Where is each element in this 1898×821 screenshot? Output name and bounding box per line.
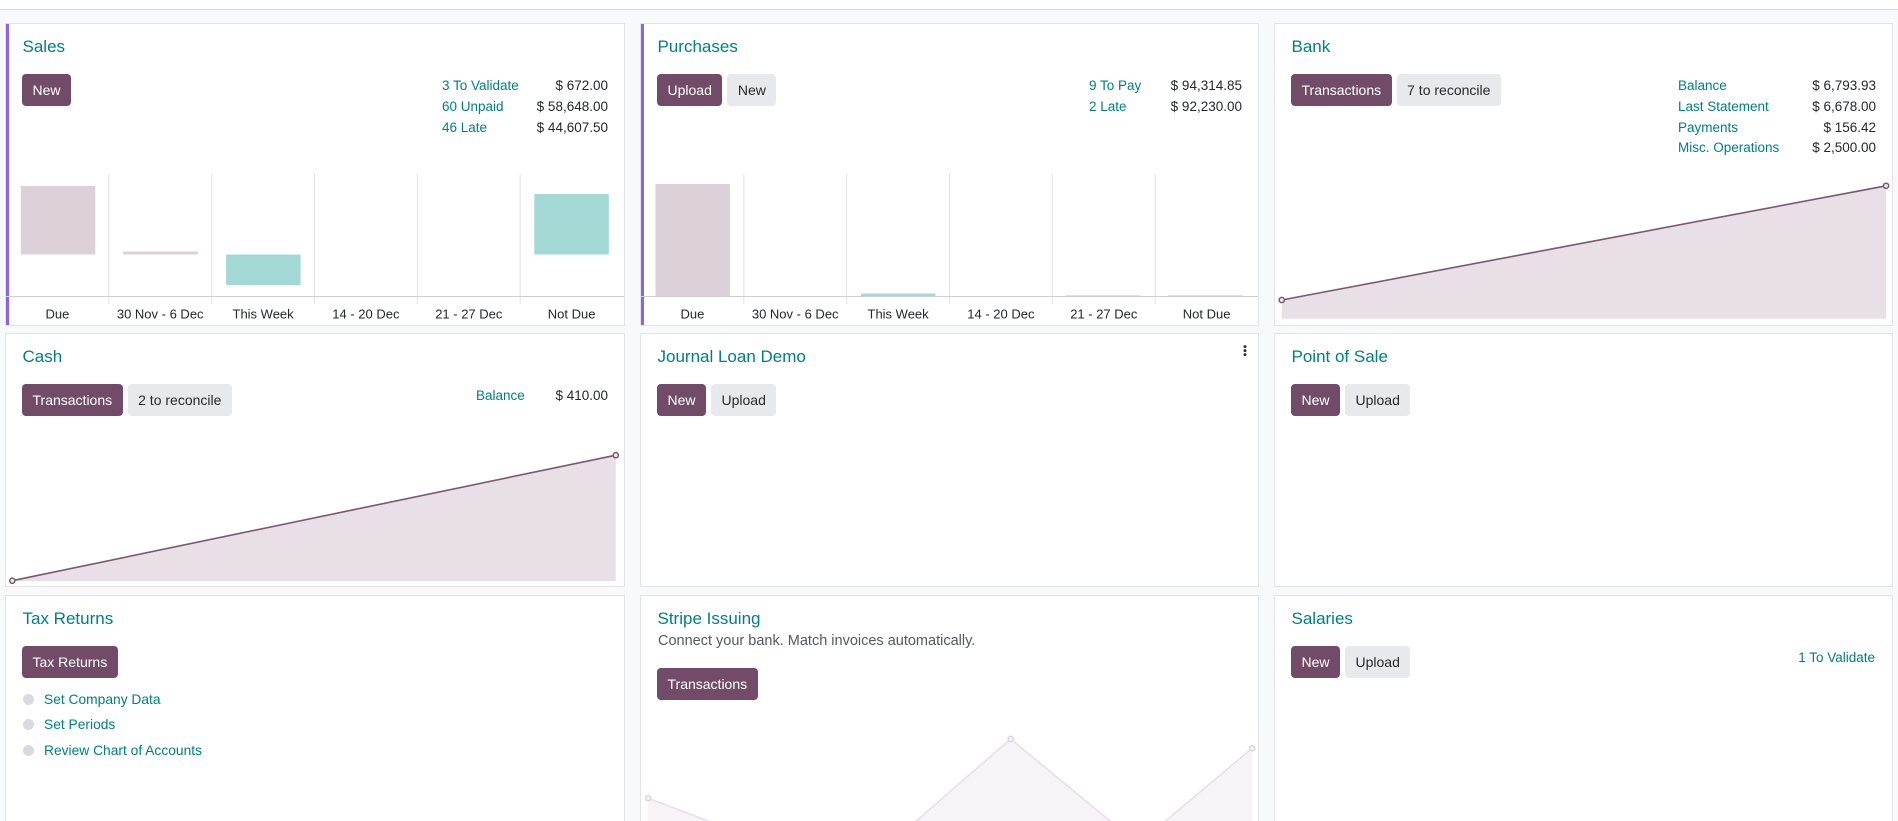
- svg-text:Not Due: Not Due: [1183, 307, 1231, 322]
- svg-text:21 - 27 Dec: 21 - 27 Dec: [1070, 307, 1138, 322]
- svg-text:21 - 27 Dec: 21 - 27 Dec: [435, 307, 503, 322]
- svg-text:14 - 20 Dec: 14 - 20 Dec: [967, 307, 1035, 322]
- svg-text:30 Nov - 6 Dec: 30 Nov - 6 Dec: [117, 307, 204, 322]
- svg-text:This Week: This Week: [868, 307, 930, 322]
- svg-text:This Week: This Week: [233, 307, 295, 322]
- svg-text:Due: Due: [680, 307, 704, 322]
- svg-text:Due: Due: [45, 307, 69, 322]
- svg-text:14 - 20 Dec: 14 - 20 Dec: [332, 307, 400, 322]
- svg-text:30 Nov - 6 Dec: 30 Nov - 6 Dec: [752, 307, 839, 322]
- svg-text:Not Due: Not Due: [548, 307, 596, 322]
